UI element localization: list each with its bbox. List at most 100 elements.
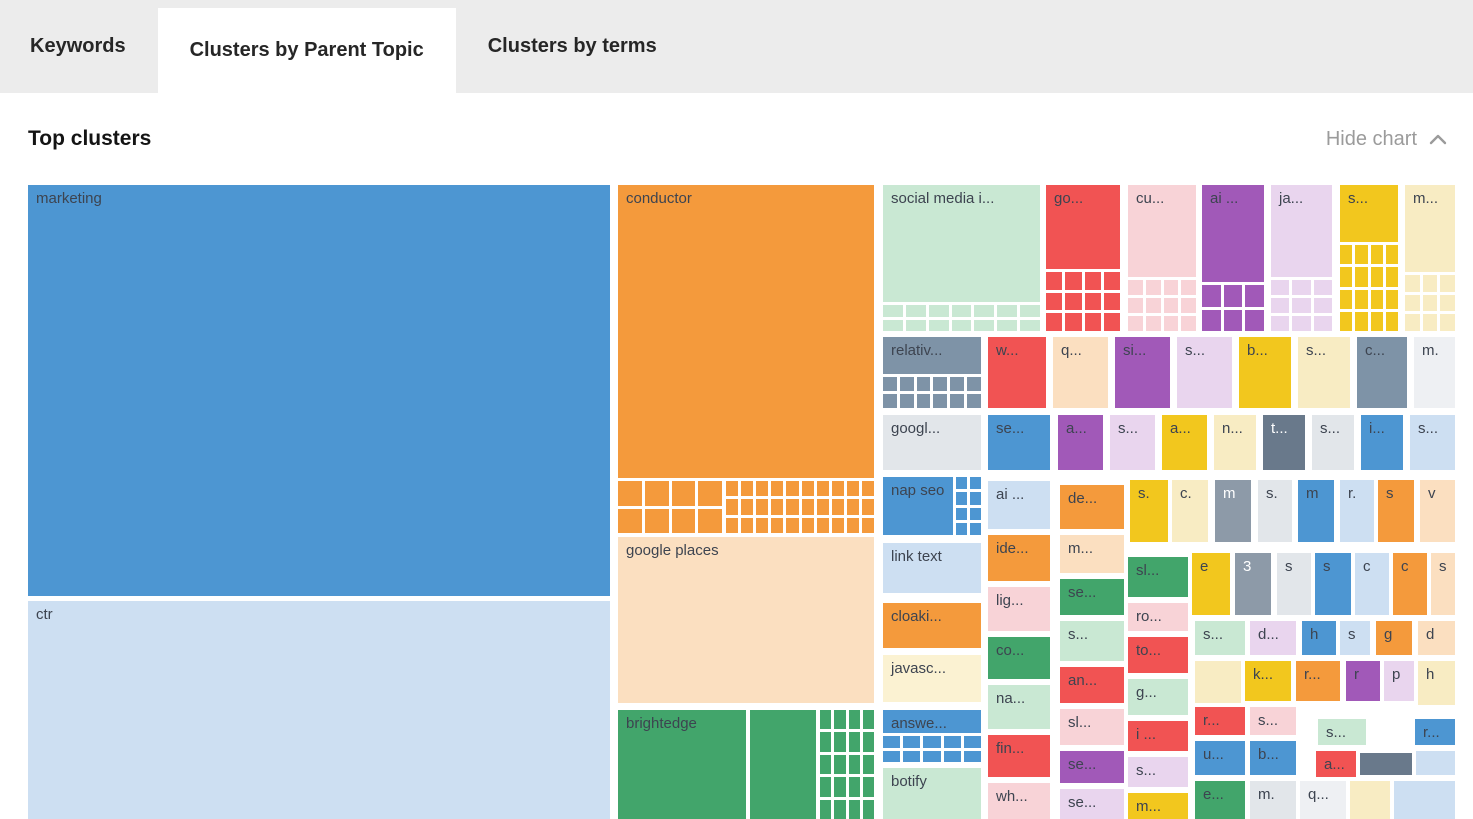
treemap-mosaic-cell[interactable] xyxy=(1084,292,1101,311)
treemap-cell[interactable]: s... xyxy=(1318,719,1366,745)
treemap-mosaic-cell[interactable] xyxy=(1271,280,1290,295)
treemap-cell[interactable]: conductor xyxy=(618,185,874,478)
treemap-cell[interactable] xyxy=(1350,781,1390,819)
treemap-cell[interactable]: sl... xyxy=(1060,709,1124,745)
treemap-mosaic-cell[interactable] xyxy=(1065,292,1082,311)
treemap-cell[interactable]: t... xyxy=(1263,415,1305,470)
treemap-mosaic-cell[interactable] xyxy=(883,736,901,748)
treemap-cell[interactable] xyxy=(1195,661,1241,703)
treemap-mosaic-cell[interactable] xyxy=(671,508,696,533)
treemap-cell[interactable]: m. xyxy=(1250,781,1296,819)
treemap-mosaic-cell[interactable] xyxy=(771,499,784,515)
treemap-mosaic-cell[interactable] xyxy=(671,481,696,506)
treemap-mosaic-cell[interactable] xyxy=(1355,245,1368,265)
treemap-mosaic-cell[interactable] xyxy=(862,777,874,797)
treemap-mosaic-cell[interactable] xyxy=(928,305,949,317)
treemap-cell[interactable]: g... xyxy=(1128,679,1188,715)
treemap-cell[interactable]: s... xyxy=(1410,415,1455,470)
treemap-mosaic-cell[interactable] xyxy=(1202,309,1221,331)
treemap-cell[interactable]: marketing xyxy=(28,185,610,596)
treemap-cell[interactable]: s xyxy=(1277,553,1311,615)
treemap-mosaic-cell[interactable] xyxy=(834,754,846,775)
treemap-mosaic-cell[interactable] xyxy=(1103,313,1120,331)
treemap-mosaic-cell[interactable] xyxy=(997,319,1018,331)
treemap-cell[interactable]: c... xyxy=(1357,337,1407,408)
treemap-mosaic-cell[interactable] xyxy=(1370,267,1383,287)
treemap-cell[interactable]: c xyxy=(1393,553,1427,615)
treemap-mosaic-cell[interactable] xyxy=(974,319,995,331)
treemap-mosaic-cell[interactable] xyxy=(1271,316,1290,331)
treemap-mosaic-cell[interactable] xyxy=(1065,313,1082,331)
treemap-cell[interactable]: na... xyxy=(988,685,1050,729)
treemap-mosaic-cell[interactable] xyxy=(862,754,874,775)
treemap-mosaic-cell[interactable] xyxy=(801,499,814,515)
treemap-mosaic-cell[interactable] xyxy=(1440,314,1455,331)
treemap-mosaic-cell[interactable] xyxy=(816,481,829,497)
treemap-cell[interactable]: q... xyxy=(1300,781,1346,819)
treemap-cell[interactable]: s xyxy=(1378,480,1414,542)
treemap-mosaic-cell[interactable] xyxy=(698,508,722,533)
treemap-mosaic-cell[interactable] xyxy=(862,732,874,752)
treemap-mosaic-cell[interactable] xyxy=(997,305,1018,317)
treemap-cell[interactable]: e... xyxy=(1195,781,1245,819)
treemap-mosaic-cell[interactable] xyxy=(861,517,874,533)
treemap-mosaic-cell[interactable] xyxy=(1405,275,1420,292)
treemap-mosaic-cell[interactable] xyxy=(848,799,860,819)
treemap-mosaic-cell[interactable] xyxy=(1292,280,1311,295)
treemap-mosaic-cell[interactable] xyxy=(943,750,961,762)
treemap-cell[interactable]: k... xyxy=(1245,661,1291,701)
treemap-mosaic-cell[interactable] xyxy=(883,319,903,331)
treemap-cell[interactable]: link text xyxy=(883,543,981,593)
treemap-cell[interactable]: v xyxy=(1420,480,1455,542)
treemap-cell[interactable]: a... xyxy=(1058,415,1103,470)
treemap-cell[interactable]: h xyxy=(1302,621,1336,655)
treemap-cell[interactable]: ide... xyxy=(988,535,1050,581)
treemap-cell[interactable]: b... xyxy=(1239,337,1291,408)
treemap-cell[interactable]: s... xyxy=(1177,337,1232,408)
treemap-cell[interactable]: ctr xyxy=(28,601,610,819)
treemap-cell[interactable]: c xyxy=(1355,553,1389,615)
treemap-mosaic-cell[interactable] xyxy=(1370,311,1383,331)
treemap-cell[interactable]: m... xyxy=(1060,535,1124,573)
treemap-mosaic-cell[interactable] xyxy=(726,517,739,533)
treemap-mosaic-cell[interactable] xyxy=(950,377,965,391)
treemap-cell[interactable]: googl... xyxy=(883,415,981,470)
tab-clusters-by-terms[interactable]: Clusters by terms xyxy=(456,0,689,93)
treemap-cell[interactable]: ai ... xyxy=(988,481,1050,529)
treemap-mosaic-cell[interactable] xyxy=(1245,285,1264,307)
treemap-mosaic-cell[interactable] xyxy=(820,754,832,775)
treemap-mosaic-cell[interactable] xyxy=(1355,311,1368,331)
treemap-mosaic-cell[interactable] xyxy=(1292,298,1311,313)
treemap-cell[interactable]: q... xyxy=(1053,337,1108,408)
treemap-mosaic-cell[interactable] xyxy=(816,517,829,533)
treemap-mosaic-cell[interactable] xyxy=(861,481,874,497)
treemap-cell[interactable]: g xyxy=(1376,621,1412,655)
treemap-cell[interactable]: answe... xyxy=(883,710,981,733)
treemap-mosaic-cell[interactable] xyxy=(1355,289,1368,309)
treemap-cell[interactable]: de... xyxy=(1060,485,1124,529)
treemap-mosaic-cell[interactable] xyxy=(756,517,769,533)
treemap-mosaic-cell[interactable] xyxy=(820,799,832,819)
treemap-mosaic-cell[interactable] xyxy=(644,508,669,533)
treemap-mosaic-cell[interactable] xyxy=(1181,298,1196,313)
treemap-mosaic-cell[interactable] xyxy=(1422,275,1438,292)
treemap-cell[interactable]: m... xyxy=(1128,793,1188,819)
treemap-mosaic-cell[interactable] xyxy=(1385,267,1398,287)
treemap-mosaic-cell[interactable] xyxy=(1128,280,1143,295)
treemap-cell[interactable]: javasc... xyxy=(883,655,981,702)
treemap-mosaic-cell[interactable] xyxy=(1145,280,1161,295)
treemap-mosaic-cell[interactable] xyxy=(963,736,981,748)
treemap-mosaic-cell[interactable] xyxy=(820,777,832,797)
treemap-mosaic-cell[interactable] xyxy=(618,481,642,506)
treemap-cell[interactable] xyxy=(1394,781,1455,819)
treemap-mosaic-cell[interactable] xyxy=(801,517,814,533)
treemap-mosaic-cell[interactable] xyxy=(831,517,844,533)
treemap-mosaic-cell[interactable] xyxy=(741,499,754,515)
treemap-mosaic-cell[interactable] xyxy=(644,481,669,506)
treemap-mosaic-cell[interactable] xyxy=(771,481,784,497)
treemap-mosaic-cell[interactable] xyxy=(1340,267,1353,287)
treemap-mosaic-cell[interactable] xyxy=(1440,294,1455,312)
treemap-cell[interactable]: i... xyxy=(1361,415,1403,470)
treemap-mosaic-cell[interactable] xyxy=(741,481,754,497)
treemap-mosaic-cell[interactable] xyxy=(1313,280,1332,295)
